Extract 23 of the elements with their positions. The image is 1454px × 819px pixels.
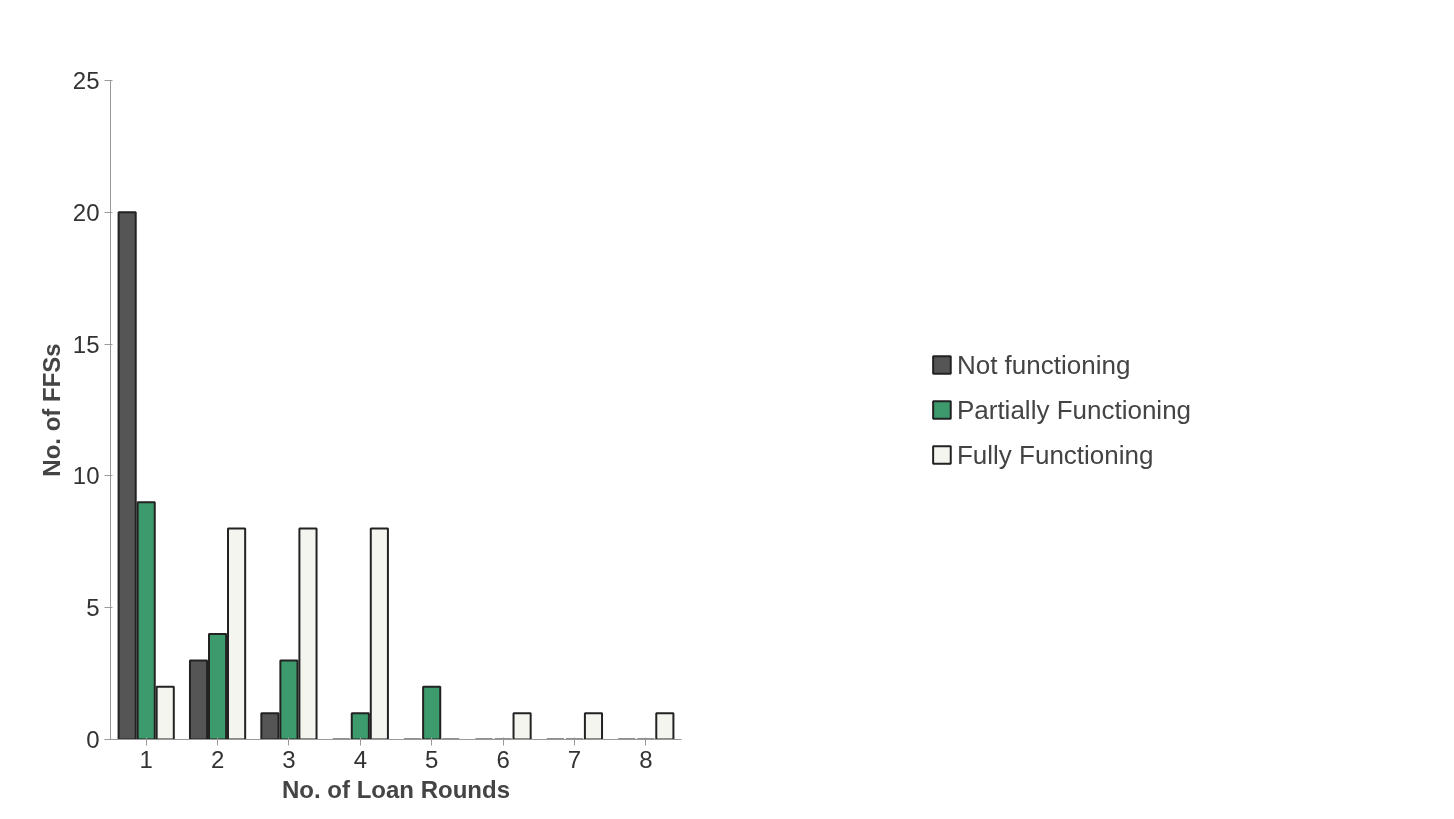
bar xyxy=(422,685,442,740)
bar xyxy=(655,712,675,740)
x-tick-label: 2 xyxy=(210,745,225,773)
legend-label: Not functioning xyxy=(956,349,1131,380)
y-tick-label: 25 xyxy=(72,67,100,94)
y-tick-label: 0 xyxy=(86,726,100,753)
x-tick-label: 6 xyxy=(496,745,510,773)
x-tick-label: 7 xyxy=(567,745,582,773)
y-tick-label: 5 xyxy=(86,594,100,622)
y-axis-title: No. of FFSs xyxy=(37,343,65,477)
bar xyxy=(512,712,532,740)
x-tick-label: 5 xyxy=(425,745,439,773)
x-tick-label: 1 xyxy=(139,745,153,773)
x-axis-title: No. of Loan Rounds xyxy=(282,775,510,803)
x-tick-label: 4 xyxy=(353,745,367,773)
y-tick-label: 15 xyxy=(72,330,100,358)
y-tick-label: 10 xyxy=(72,462,100,490)
legend-label: Fully Functioning xyxy=(956,439,1154,470)
legend-label: Partially Functioning xyxy=(956,394,1192,425)
x-tick-label: 3 xyxy=(282,745,296,773)
x-tick-label: 8 xyxy=(639,745,653,773)
y-tick-label: 20 xyxy=(72,198,100,226)
bar xyxy=(583,712,604,740)
